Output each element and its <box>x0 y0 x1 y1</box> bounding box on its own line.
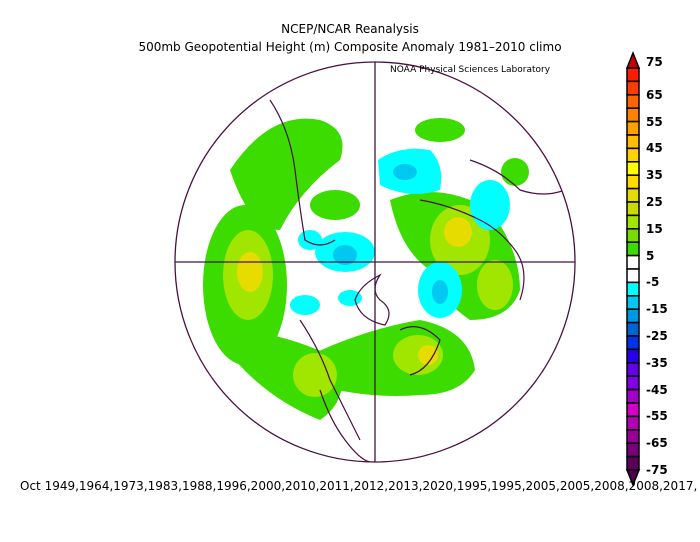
colorbar-label: -75 <box>646 463 668 477</box>
colorbar-box <box>626 214 640 230</box>
coastlines <box>269 99 575 462</box>
colorbar-box <box>626 134 640 150</box>
colorbar-box <box>626 254 640 270</box>
colorbar-box <box>626 228 640 243</box>
negative-anomaly-15-25 <box>333 164 448 304</box>
title-line-1: NCEP/NCAR Reanalysis <box>281 22 419 36</box>
colorbar-box <box>626 375 640 391</box>
colorbar-box <box>626 321 640 337</box>
colorbar-box <box>626 107 640 123</box>
colorbar-box <box>626 295 640 310</box>
colorbar-label: 55 <box>646 114 663 129</box>
colorbar-box <box>626 442 640 458</box>
anomaly-field <box>203 99 575 462</box>
colorbar-label: 15 <box>646 221 663 236</box>
colorbar-label: -5 <box>646 275 660 290</box>
colorbar-box <box>626 335 640 351</box>
colorbar-label: -65 <box>646 436 668 451</box>
colorbar-box <box>626 147 640 163</box>
colorbar-label: 5 <box>646 248 655 263</box>
colorbar-bottom-arrow <box>625 469 641 488</box>
map-grid <box>174 61 576 463</box>
colorbar-box <box>626 67 640 83</box>
colorbar <box>625 50 641 488</box>
colorbar-box <box>626 362 640 377</box>
colorbar-box <box>626 161 640 176</box>
colorbar-box <box>626 388 640 404</box>
colorbar-label: -15 <box>646 302 668 317</box>
colorbar-box <box>626 402 640 418</box>
colorbar-label: -25 <box>646 329 668 343</box>
colorbar-box <box>626 455 640 471</box>
colorbar-box <box>626 308 640 324</box>
title-line-2: 500mb Geopotential Height (m) Composite … <box>138 40 562 54</box>
colorbar-box <box>626 80 640 96</box>
colorbar-box <box>626 94 640 109</box>
colorbar-box <box>626 415 640 431</box>
credit-label: NOAA Physical Sciences Laboratory <box>390 65 551 75</box>
colorbar-label: 75 <box>646 55 663 69</box>
colorbar-label: 25 <box>646 195 663 209</box>
colorbar-box <box>626 348 640 364</box>
positive-anomaly-15-25 <box>223 205 513 397</box>
colorbar-label: 45 <box>646 141 663 156</box>
colorbar-box <box>626 187 640 203</box>
colorbar-box <box>626 281 640 297</box>
colorbar-label: -55 <box>646 409 668 424</box>
colorbar-box <box>626 268 640 284</box>
colorbar-box <box>626 429 640 444</box>
colorbar-label: 35 <box>646 168 663 183</box>
colorbar-box <box>626 201 640 217</box>
map-boundary <box>174 61 576 463</box>
colorbar-top-arrow <box>625 50 641 69</box>
colorbar-box <box>626 241 640 257</box>
colorbar-box <box>626 120 640 136</box>
colorbar-label: -45 <box>646 382 668 397</box>
colorbar-label: 65 <box>646 87 663 102</box>
caption: Oct 1949,1964,1973,1983,1988,1996,2000,2… <box>20 479 698 493</box>
colorbar-box <box>626 174 640 190</box>
colorbar-label: -35 <box>646 355 668 370</box>
